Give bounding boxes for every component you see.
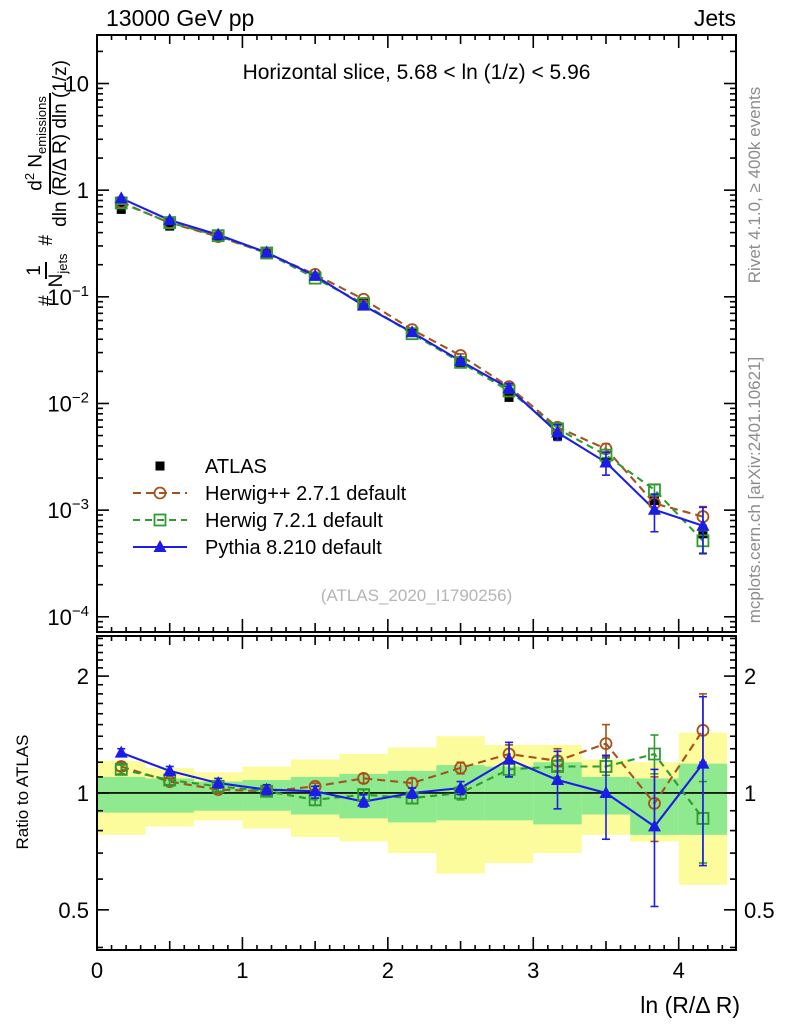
svg-text:10−3: 10−3 — [47, 496, 89, 523]
svg-text:4: 4 — [673, 958, 685, 983]
legend-item-herwig-7-2-1-default: Herwig 7.2.1 default — [133, 510, 383, 532]
svg-text:Herwig 7.2.1 default: Herwig 7.2.1 default — [205, 510, 383, 532]
svg-text:10: 10 — [65, 72, 89, 97]
svg-text:0: 0 — [91, 958, 103, 983]
mcplots-arxiv-note: mcplots.cern.ch [arXiv:2401.10621] — [745, 356, 764, 624]
svg-text:2: 2 — [744, 664, 756, 689]
svg-text:1: 1 — [77, 781, 89, 806]
main-y-axis-label: # 1 Njets # d2 Nemissions dln (R/Δ R) dl… — [17, 22, 77, 342]
hash-glyph: # — [36, 234, 57, 246]
x-axis-label: ln (R/Δ R) — [640, 992, 740, 1018]
svg-text:1: 1 — [236, 958, 248, 983]
d2n-demissions-fraction: d2 Nemissions dln (R/Δ R) dln (1/z) — [22, 60, 71, 227]
tick-labels: 10 1 10−1 10−2 10−3 10−4 2 2 1 1 0.5 0.5 0 1 2 3 4 — [47, 72, 774, 983]
beam-energy-label: 13000 GeV pp — [106, 5, 255, 31]
legend: ATLAS Herwig++ 2.7.1 default Herwig 7.2.1 … — [133, 456, 407, 559]
svg-text:1: 1 — [77, 178, 89, 203]
svg-text:Pythia 8.210 default: Pythia 8.210 default — [205, 537, 382, 559]
axis-ticks — [96, 35, 736, 950]
svg-text:ATLAS: ATLAS — [205, 456, 267, 478]
ratio-axis-label: Ratio to ATLAS — [13, 734, 32, 850]
svg-text:2: 2 — [77, 664, 89, 689]
legend-item-atlas: ATLAS — [155, 456, 267, 478]
hash-glyph: # — [36, 295, 57, 306]
legend-item-pythia-8-210-default: Pythia 8.210 default — [133, 537, 382, 559]
svg-text:10−4: 10−4 — [47, 603, 89, 630]
svg-text:2: 2 — [382, 958, 394, 983]
uncertainty-bands — [97, 732, 728, 885]
svg-text:10−2: 10−2 — [47, 389, 89, 416]
analysis-group-label: Jets — [693, 5, 736, 31]
analysis-id-watermark: (ATLAS_2020_I1790256) — [320, 586, 513, 605]
svg-text:10−1: 10−1 — [47, 283, 89, 310]
svg-text:1: 1 — [744, 781, 756, 806]
svg-text:Herwig++ 2.7.1 default: Herwig++ 2.7.1 default — [205, 483, 407, 505]
svg-text:0.5: 0.5 — [744, 898, 775, 923]
svg-text:3: 3 — [527, 958, 539, 983]
series-points-pythia-8-210-default — [114, 191, 710, 908]
one-over-njets-fraction: 1 Njets — [23, 253, 70, 288]
svg-text:0.5: 0.5 — [58, 898, 89, 923]
rivet-version-note: Rivet 4.1.0, ≥ 400k events — [745, 86, 764, 284]
legend-item-herwig-2-7-1-default: Herwig++ 2.7.1 default — [133, 483, 407, 505]
slice-title: Horizontal slice, 5.68 < ln (1/z) < 5.96 — [242, 61, 591, 84]
